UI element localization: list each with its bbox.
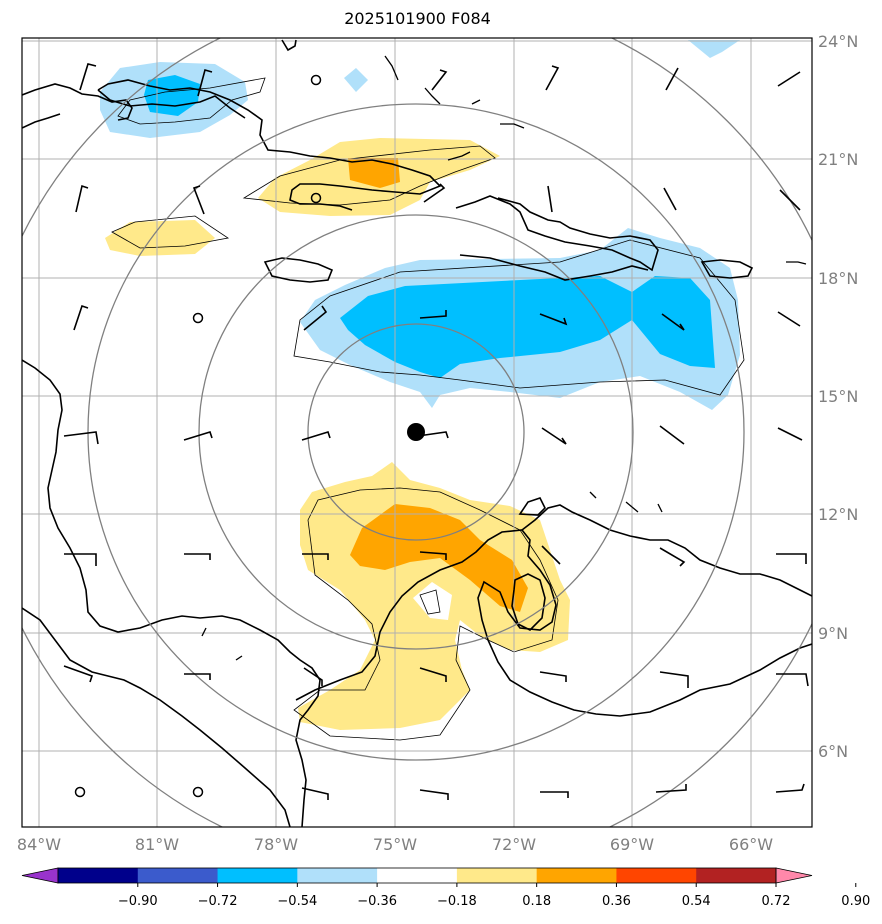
colorbar-tick-label: −0.90 [118,894,158,909]
andros-island [281,39,297,52]
colorbar-extend-high [775,867,813,884]
pacific-coast [22,607,291,827]
storm-center-marker[interactable] [407,423,425,441]
florida-coast [22,83,133,121]
colorbar-frame [57,867,777,884]
lat-labels: 24°N 21°N 18°N 15°N 12°N 9°N 6°N [818,32,858,761]
colorbar-swatch [536,868,617,883]
colorbar-swatch [456,868,538,883]
venezuela-coast [521,504,812,597]
colorbar-tick-label: −0.18 [437,894,477,909]
puerto-rico-coast [700,259,754,279]
lake-maracaibo [511,573,546,631]
colorbar-swatch [616,868,697,883]
lat-label: 24°N [818,32,858,51]
colorbar-tick-label: 0.90 [841,894,870,909]
florida-keys [22,113,61,129]
colorbar-swatch [696,868,777,883]
jamaica-coast [263,257,334,283]
colorbar-tick-label: 0.18 [522,894,551,909]
lon-label: 69°W [610,835,654,854]
colorbar-extend-low [21,867,59,884]
negative-shading-core [144,75,200,116]
hispaniola-south [459,254,649,281]
range-rings[interactable] [0,0,856,872]
colorbar-tick-label: −0.54 [277,894,317,909]
lat-label: 15°N [818,387,858,406]
positive-shading-light [105,220,215,256]
plot-frame [21,37,813,828]
colorbar-tick-label: 0.36 [602,894,631,909]
range-ring-2 [198,214,634,650]
lon-label: 81°W [135,835,179,854]
lat-label: 21°N [818,150,858,169]
lon-label: 84°W [17,835,61,854]
colorbar-swatch [377,868,458,883]
negative-shading-core [340,276,715,378]
colorbar-tick-label: −0.36 [357,894,397,909]
colorbar-tick-label: 0.72 [762,894,791,909]
colorbar-swatch [58,868,139,883]
colorbar-tick-label: 0.54 [682,894,711,909]
range-ring-1 [307,323,525,541]
colorbar-swatch [217,868,298,883]
central-america-coast [22,359,321,827]
range-ring-3 [87,103,745,761]
cuba-south [97,89,246,119]
lon-label: 72°W [492,835,536,854]
colorbar-swatch [297,868,378,883]
unshaded-gap [413,582,452,620]
colorbar-swatch [137,868,219,883]
shading-layer [100,40,740,730]
graticule [22,38,812,827]
lon-labels: 84°W 81°W 78°W 75°W 72°W 69°W 66°W [17,835,773,854]
wind-barbs [63,63,809,800]
positive-shading-core [348,158,400,188]
map-title: 2025101900 F084 [344,9,491,28]
colorbar-tick-label: −0.72 [198,894,238,909]
colorbar-ticks: −0.90 −0.72 −0.54 −0.36 −0.18 0.18 0.36 0.54 0.7… [118,883,870,909]
small-islands [201,55,807,661]
colorbar-swatches [21,867,813,884]
colorbar: −0.90 −0.72 −0.54 −0.36 −0.18 0.18 0.36 0.54 0.7… [21,867,870,909]
lat-label: 9°N [818,624,848,643]
negative-shading-light [688,40,740,58]
negative-shading-light [344,68,368,92]
lat-label: 18°N [818,269,858,288]
lon-label: 78°W [254,835,298,854]
lat-label: 6°N [818,742,848,761]
lon-label: 75°W [373,835,417,854]
lon-label: 66°W [729,835,773,854]
paraguana [518,497,546,516]
lat-label: 12°N [818,505,858,524]
calm-markers [74,74,322,798]
hispaniola-coast [455,195,659,272]
